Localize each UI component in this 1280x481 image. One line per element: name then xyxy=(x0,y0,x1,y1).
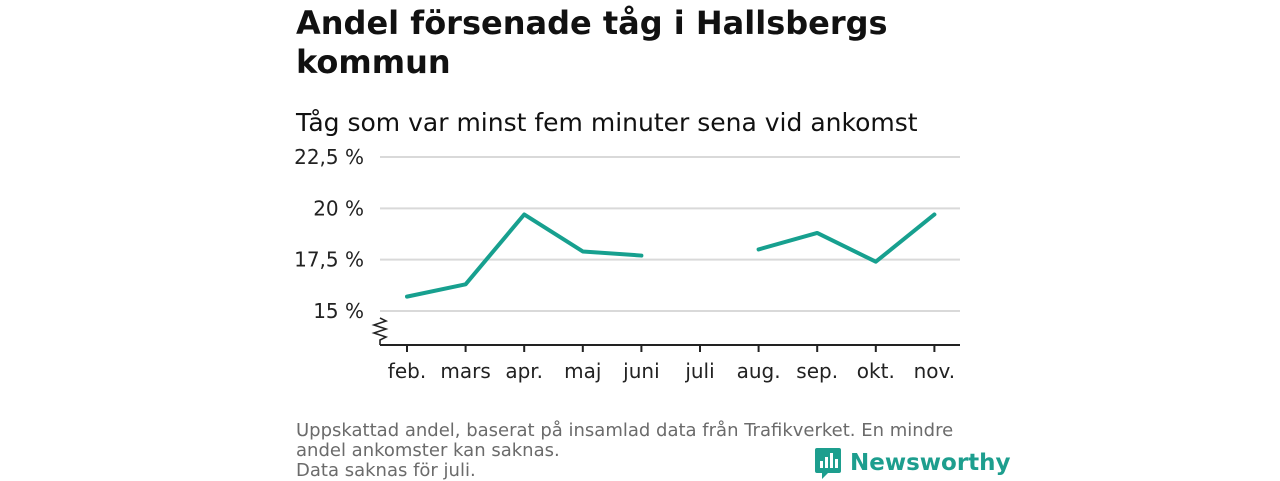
newsworthy-logo-icon xyxy=(815,448,841,479)
x-tick-label: sep. xyxy=(796,359,838,383)
data-point xyxy=(522,212,526,216)
footnote-source: Uppskattad andel, baserat på insamlad da… xyxy=(296,420,954,461)
x-tick-label: okt. xyxy=(857,359,895,383)
y-tick-label: 20 % xyxy=(313,196,364,220)
data-point xyxy=(932,212,936,216)
footnote: Uppskattad andel, baserat på insamlad da… xyxy=(296,421,986,481)
x-tick-label: nov. xyxy=(914,359,956,383)
x-tick-label: apr. xyxy=(505,359,543,383)
axis-break-icon xyxy=(371,317,389,345)
y-tick-label: 22,5 % xyxy=(294,145,364,169)
data-point xyxy=(639,254,643,258)
footnote-missing-data: Data saknas för juli. xyxy=(296,460,476,481)
data-point xyxy=(874,260,878,264)
chart-title: Andel försenade tåg i Hallsbergs kommun xyxy=(296,4,888,81)
y-tick-label: 17,5 % xyxy=(294,248,364,272)
chart-subtitle: Tåg som var minst fem minuter sena vid a… xyxy=(296,108,918,137)
data-point xyxy=(581,249,585,253)
x-tick-label: mars xyxy=(440,359,490,383)
x-tick-label: juni xyxy=(622,359,659,383)
y-tick-label: 15 % xyxy=(313,299,364,323)
data-point xyxy=(757,247,761,251)
x-tick-label: aug. xyxy=(737,359,781,383)
x-tick-label: feb. xyxy=(388,359,426,383)
series-line xyxy=(405,212,644,299)
series-line xyxy=(756,212,937,264)
data-point xyxy=(464,282,468,286)
brand-logo: Newsworthy xyxy=(814,446,1011,480)
x-tick-label: juli xyxy=(684,359,714,383)
line-chart: 15 % 17,5 % 20 % 22,5 % feb. mars apr. maj juni… xyxy=(294,145,960,383)
data-point xyxy=(405,295,409,299)
x-tick-label: maj xyxy=(564,359,601,383)
data-point xyxy=(815,231,819,235)
brand-name: Newsworthy xyxy=(850,450,1011,476)
